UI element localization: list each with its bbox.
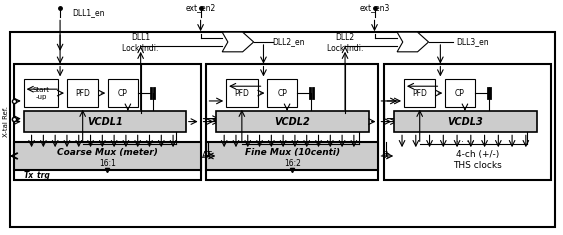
Bar (14, 64, 200, 180)
Bar (404, 79, 435, 107)
Text: CP: CP (455, 89, 465, 98)
Bar (267, 79, 297, 107)
Text: X-tal Ref.: X-tal Ref. (3, 106, 9, 137)
Bar (14, 142, 200, 170)
Text: ext_en2: ext_en2 (185, 4, 216, 12)
Polygon shape (397, 32, 428, 52)
Text: VCDL3: VCDL3 (448, 117, 483, 127)
Text: Tx_trg: Tx_trg (24, 171, 51, 180)
Bar (108, 79, 138, 107)
Polygon shape (222, 32, 254, 52)
Text: 16:2: 16:2 (284, 159, 301, 168)
Text: VCDL2: VCDL2 (275, 117, 310, 127)
Text: 16:1: 16:1 (99, 159, 115, 168)
Text: · · · ·: · · · · (96, 138, 114, 147)
Bar (207, 64, 378, 180)
Text: Fine Mux (10centi): Fine Mux (10centi) (245, 148, 340, 157)
Text: PFD: PFD (412, 89, 427, 98)
Text: DLL3_en: DLL3_en (457, 38, 489, 47)
Bar (24, 79, 58, 107)
Text: Coarse Mux (meter): Coarse Mux (meter) (57, 148, 158, 157)
Text: CP: CP (277, 89, 287, 98)
Text: · · · ·: · · · · (456, 138, 475, 147)
Text: ΔT: ΔT (202, 152, 213, 161)
Text: DLL2_en: DLL2_en (272, 38, 304, 47)
Bar (226, 79, 258, 107)
Text: PFD: PFD (234, 89, 249, 98)
Bar (445, 79, 475, 107)
Text: Start
-up: Start -up (33, 86, 50, 100)
Bar (24, 111, 186, 132)
Bar (207, 142, 378, 170)
Bar (216, 111, 369, 132)
Bar (394, 111, 537, 132)
Text: CP: CP (118, 89, 128, 98)
Bar (385, 64, 551, 180)
Text: · · · ·: · · · · (283, 138, 302, 147)
Bar (10, 32, 555, 227)
Text: 4-ch (+/-)
THS clocks: 4-ch (+/-) THS clocks (453, 150, 502, 170)
Text: δt: δt (381, 152, 390, 161)
Text: VCDL1: VCDL1 (87, 117, 123, 127)
Text: DLL2
Lock Indi.: DLL2 Lock Indi. (327, 33, 363, 53)
Text: DLL1
Lock Indi.: DLL1 Lock Indi. (123, 33, 159, 53)
Text: DLL1_en: DLL1_en (72, 8, 104, 17)
Text: PFD: PFD (75, 89, 90, 98)
Bar (67, 79, 99, 107)
Text: ext_en3: ext_en3 (359, 4, 390, 12)
